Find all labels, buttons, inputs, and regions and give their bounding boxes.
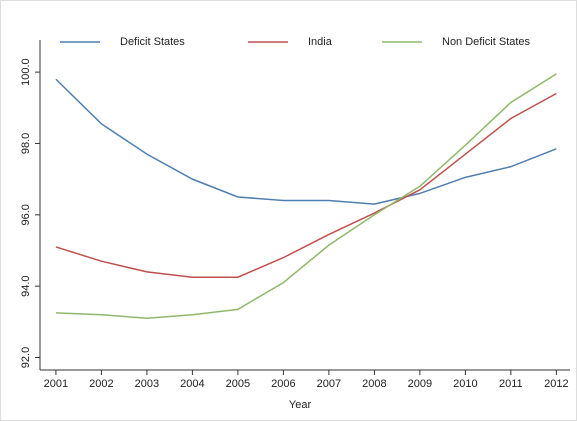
line-series — [55, 73, 557, 320]
x-tick-label: 2001 — [44, 378, 68, 390]
x-tick-label: 2010 — [453, 378, 477, 390]
x-axis-label: Year — [289, 399, 312, 411]
x-tick-label: 2003 — [135, 378, 159, 390]
legend-label: Non Deficit States — [442, 36, 531, 48]
x-tick-label: 2006 — [271, 378, 295, 390]
y-tick-label: 100.0 — [20, 58, 32, 86]
x-tick-label: 2002 — [89, 378, 113, 390]
x-tick-label: 2007 — [317, 378, 341, 390]
x-tick-label: 2004 — [180, 378, 204, 390]
line-series — [55, 92, 557, 278]
x-tick-label: 2012 — [544, 378, 568, 390]
x-tick-label: 2008 — [362, 378, 386, 390]
x-tick-label: 2005 — [226, 378, 250, 390]
legend-label: India — [308, 36, 333, 48]
y-tick-label: 94.0 — [20, 275, 32, 296]
x-tick-label: 2009 — [408, 378, 432, 390]
y-tick-label: 96.0 — [20, 204, 32, 225]
line-series — [55, 78, 557, 205]
legend-label: Deficit States — [120, 36, 185, 48]
y-tick-label: 98.0 — [20, 133, 32, 154]
x-tick-label: 2011 — [499, 378, 523, 390]
y-tick-label: 92.0 — [20, 347, 32, 368]
